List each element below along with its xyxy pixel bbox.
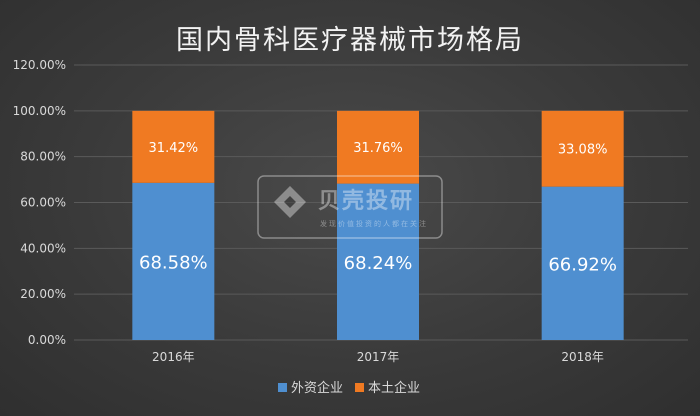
bar-segment-domestic <box>132 110 215 183</box>
legend-label: 本土企业 <box>368 380 420 396</box>
y-tick-label: 20.00% <box>20 287 66 301</box>
x-tick-label: 2018年 <box>561 350 604 364</box>
x-tick-label: 2017年 <box>357 350 400 364</box>
y-tick-label: 120.00% <box>13 58 66 72</box>
watermark-text: 贝壳投研 <box>318 189 414 214</box>
legend: 外资企业 本土企业 <box>278 380 420 396</box>
y-tick-label: 40.00% <box>20 241 66 255</box>
legend-swatch <box>278 383 287 392</box>
chart-title: 国内骨科医疗器械市场格局 <box>176 25 524 56</box>
shell-logo-icon <box>274 186 306 218</box>
data-label: 68.24% <box>344 253 413 274</box>
bar-segment-foreign <box>132 182 215 340</box>
x-axis-ticks: 2016年 2017年 2018年 <box>152 350 604 364</box>
bars: 68.58% 31.42% 68.24% 31.76% 66.92% 33.08% <box>132 110 624 340</box>
y-tick-label: 80.00% <box>20 150 66 164</box>
data-label: 31.42% <box>149 141 199 156</box>
y-axis-ticks: 0.00% 20.00% 40.00% 60.00% 80.00% 100.00% 120.… <box>13 58 66 347</box>
bar-segment-domestic <box>337 110 419 184</box>
data-label: 66.92% <box>548 254 617 275</box>
data-label: 33.08% <box>558 143 608 158</box>
watermark: 贝壳投研 发现价值投资的人都在关注 <box>257 175 443 239</box>
y-tick-label: 0.00% <box>28 333 66 347</box>
y-tick-label: 60.00% <box>20 196 66 210</box>
x-tick-label: 2016年 <box>152 350 195 364</box>
legend-label: 外资企业 <box>291 380 343 396</box>
bar-segment-foreign <box>541 186 624 340</box>
watermark-frame <box>257 175 443 239</box>
data-label: 68.58% <box>139 252 208 273</box>
bar-segment-domestic <box>541 110 624 187</box>
legend-swatch <box>355 383 364 392</box>
bar-segment-foreign <box>337 183 419 340</box>
y-tick-label: 100.00% <box>13 104 66 118</box>
watermark-subtext: 发现价值投资的人都在关注 <box>320 219 428 228</box>
data-label: 31.76% <box>353 141 403 156</box>
